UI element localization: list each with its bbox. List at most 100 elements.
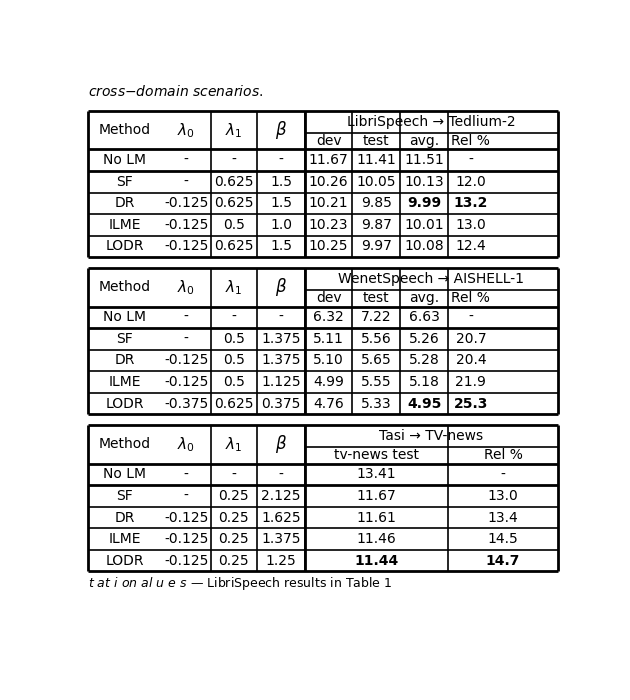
Text: 13.2: 13.2 [454, 196, 488, 210]
Text: 0.25: 0.25 [219, 554, 249, 568]
Text: dev: dev [316, 291, 341, 305]
Text: 10.23: 10.23 [309, 218, 348, 232]
Text: ILME: ILME [108, 218, 141, 232]
Text: 20.7: 20.7 [455, 332, 486, 346]
Text: -: - [184, 489, 188, 503]
Text: -0.125: -0.125 [164, 554, 209, 568]
Text: 5.28: 5.28 [409, 354, 440, 368]
Text: 11.67: 11.67 [309, 153, 348, 167]
Text: 0.5: 0.5 [223, 375, 244, 389]
Text: 9.87: 9.87 [361, 218, 392, 232]
Text: 12.4: 12.4 [455, 239, 486, 253]
Text: 1.625: 1.625 [261, 510, 301, 524]
Text: No LM: No LM [103, 153, 146, 167]
Text: -0.125: -0.125 [164, 532, 209, 546]
Text: 0.25: 0.25 [219, 532, 249, 546]
Text: test: test [363, 291, 390, 305]
Text: $\beta$: $\beta$ [275, 276, 287, 298]
Text: 7.22: 7.22 [361, 310, 392, 324]
Text: -: - [231, 468, 236, 482]
Text: 5.55: 5.55 [361, 375, 392, 389]
Text: $\beta$: $\beta$ [275, 119, 287, 141]
Text: -: - [184, 468, 188, 482]
Text: 4.99: 4.99 [313, 375, 344, 389]
Text: 1.5: 1.5 [270, 239, 292, 253]
Text: 1.25: 1.25 [266, 554, 296, 568]
Text: 0.375: 0.375 [261, 396, 301, 410]
Text: 9.97: 9.97 [361, 239, 392, 253]
Text: 4.95: 4.95 [407, 396, 442, 410]
Text: -0.375: -0.375 [164, 396, 208, 410]
Text: Method: Method [99, 280, 151, 294]
Text: 0.5: 0.5 [223, 354, 244, 368]
Text: -: - [469, 310, 473, 324]
Text: 11.46: 11.46 [357, 532, 397, 546]
Text: 5.26: 5.26 [409, 332, 440, 346]
Text: 11.44: 11.44 [355, 554, 399, 568]
Text: 13.0: 13.0 [455, 218, 486, 232]
Text: LODR: LODR [106, 239, 144, 253]
Text: Rel %: Rel % [452, 134, 490, 148]
Text: 1.125: 1.125 [261, 375, 301, 389]
Text: -0.125: -0.125 [164, 218, 209, 232]
Text: No LM: No LM [103, 468, 146, 482]
Text: 0.5: 0.5 [223, 332, 244, 346]
Text: $\lambda_1$: $\lambda_1$ [225, 278, 243, 297]
Text: $\lambda_0$: $\lambda_0$ [177, 121, 195, 139]
Text: 5.56: 5.56 [361, 332, 392, 346]
Text: 0.625: 0.625 [214, 196, 253, 210]
Text: 0.625: 0.625 [214, 239, 253, 253]
Text: 5.33: 5.33 [361, 396, 392, 410]
Text: 10.01: 10.01 [404, 218, 444, 232]
Text: -: - [184, 175, 188, 189]
Text: $\lambda_0$: $\lambda_0$ [177, 435, 195, 454]
Text: 0.5: 0.5 [223, 218, 244, 232]
Text: 11.61: 11.61 [357, 510, 397, 524]
Text: -: - [278, 468, 284, 482]
Text: 5.11: 5.11 [313, 332, 344, 346]
Text: Method: Method [99, 123, 151, 137]
Text: 14.5: 14.5 [488, 532, 518, 546]
Text: -: - [278, 310, 284, 324]
Text: 1.375: 1.375 [261, 354, 301, 368]
Text: 0.625: 0.625 [214, 396, 253, 410]
Text: 13.41: 13.41 [357, 468, 396, 482]
Text: 4.76: 4.76 [313, 396, 344, 410]
Text: 20.4: 20.4 [455, 354, 486, 368]
Text: LODR: LODR [106, 396, 144, 410]
Text: -0.125: -0.125 [164, 354, 209, 368]
Text: -: - [278, 153, 284, 167]
Text: Method: Method [99, 438, 151, 452]
Text: tv-news test: tv-news test [335, 448, 419, 462]
Text: 10.26: 10.26 [309, 175, 348, 189]
Text: -: - [469, 153, 473, 167]
Text: -: - [184, 332, 188, 346]
Text: 25.3: 25.3 [454, 396, 488, 410]
Text: DR: DR [115, 196, 135, 210]
Text: -: - [231, 153, 236, 167]
Text: -: - [184, 153, 188, 167]
Text: 5.18: 5.18 [409, 375, 440, 389]
Text: SF: SF [117, 175, 133, 189]
Text: 10.08: 10.08 [404, 239, 444, 253]
Text: 10.13: 10.13 [404, 175, 444, 189]
Text: 0.625: 0.625 [214, 175, 253, 189]
Text: 2.125: 2.125 [261, 489, 301, 503]
Text: 13.0: 13.0 [488, 489, 518, 503]
Text: 11.51: 11.51 [404, 153, 444, 167]
Text: 5.65: 5.65 [361, 354, 392, 368]
Text: ILME: ILME [108, 532, 141, 546]
Text: 1.5: 1.5 [270, 175, 292, 189]
Text: Rel %: Rel % [452, 291, 490, 305]
Text: LODR: LODR [106, 554, 144, 568]
Text: -0.125: -0.125 [164, 375, 209, 389]
Text: 9.85: 9.85 [361, 196, 392, 210]
Text: 12.0: 12.0 [455, 175, 486, 189]
Text: 10.25: 10.25 [309, 239, 348, 253]
Text: Rel %: Rel % [484, 448, 522, 462]
Text: $\lambda_0$: $\lambda_0$ [177, 278, 195, 297]
Text: $\lambda_1$: $\lambda_1$ [225, 435, 243, 454]
Text: test: test [363, 134, 390, 148]
Text: DR: DR [115, 510, 135, 524]
Text: 11.41: 11.41 [357, 153, 396, 167]
